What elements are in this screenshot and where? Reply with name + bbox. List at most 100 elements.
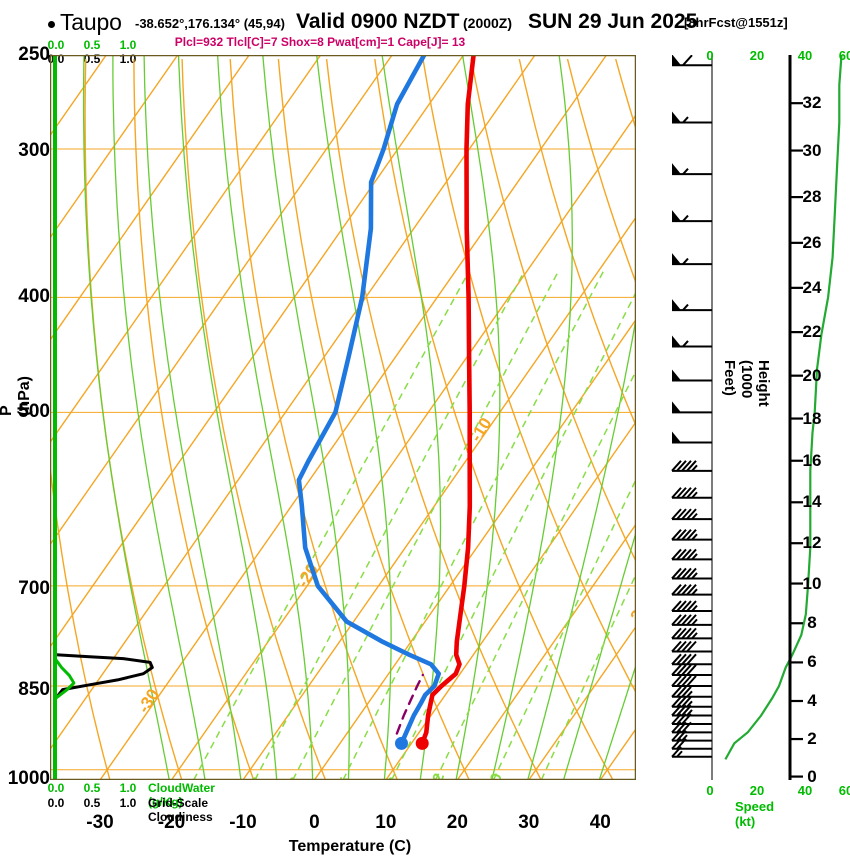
isotherm-label-30-right: 30	[627, 599, 636, 625]
height-tick-16: 16	[802, 450, 822, 470]
isotherm-0	[313, 318, 636, 780]
wind-barb	[671, 696, 712, 708]
valid-time-zulu: (2000Z)	[463, 15, 513, 31]
height-tick-24: 24	[802, 277, 822, 297]
wind-barb	[672, 299, 712, 312]
temperature-surface-marker	[415, 736, 429, 750]
height-tick-10: 10	[802, 573, 822, 593]
wind-barb	[672, 210, 712, 223]
temperature-tick-20: 20	[446, 812, 468, 833]
height-tick-22: 22	[802, 322, 822, 342]
pressure-tick-700: 700	[18, 578, 50, 599]
pressure-tick-1000: 1000	[7, 768, 50, 789]
moist-adiabat-25	[491, 55, 573, 780]
forecast-tag: [8hrFcst@1551z]	[684, 15, 788, 30]
profile-temperature	[419, 55, 476, 746]
temperature-tick--30: -30	[86, 812, 114, 833]
moist-adiabat--15	[112, 55, 206, 780]
wind-barb	[672, 335, 712, 348]
height-tick-4: 4	[807, 691, 817, 710]
pressure-axis-label: P (hPa)	[0, 376, 33, 416]
wind-barb	[672, 253, 712, 266]
isotherm--80	[50, 55, 250, 342]
temperature-tick-10: 10	[375, 812, 397, 833]
cloudiness-profile	[54, 653, 154, 699]
mixing-ratio-3	[292, 270, 560, 780]
profile-parcel	[395, 673, 424, 735]
isotherm--50	[50, 55, 465, 649]
temperature-tick--10: -10	[229, 812, 257, 833]
dry-adiabat-10	[229, 59, 399, 780]
sounding-parameters: Plcl=932 Tlcl[C]=7 Shox=8 Pwat[cm]=1 Cap…	[174, 35, 466, 49]
wind-barb	[671, 529, 712, 541]
valid-date: SUN 29 Jun 2025	[528, 10, 698, 33]
dry-adiabat-20	[277, 59, 470, 780]
wind-barb	[672, 401, 712, 414]
moist-adiabat-30	[527, 314, 636, 780]
wind-barb	[671, 686, 712, 698]
wind-barb	[671, 664, 712, 676]
wind-barb	[672, 111, 712, 124]
speed-top-tick-40: 40	[797, 48, 813, 63]
cloudwater-bottom-tick-0: 0.0	[47, 781, 65, 795]
wind-barb	[671, 746, 712, 758]
isotherm--90	[50, 55, 179, 240]
wind-barb	[671, 487, 712, 499]
figure-title: Taupo -38.652°,176.134° (45,94) Valid 09…	[0, 9, 850, 35]
dry-adiabat-30	[325, 59, 542, 780]
speed-bottom-tick-40: 40	[797, 783, 813, 798]
wind-barb	[671, 567, 712, 580]
height-axis	[770, 55, 850, 780]
mixing-ratio-label-20: 20	[484, 771, 505, 780]
mixing-ratio-label-2: 2	[248, 775, 267, 780]
pressure-tick-300: 300	[18, 140, 50, 161]
isotherm--20	[170, 113, 636, 780]
temperature-tick--20: -20	[157, 812, 186, 833]
wind-barb	[672, 54, 712, 67]
cloudwater-axis-label: CloudWater (g/Kg)	[148, 781, 215, 809]
wind-barb	[671, 583, 712, 596]
isotherm--10	[242, 216, 636, 780]
wind-barb	[671, 508, 712, 521]
mixing-ratio-label-8: 8	[384, 775, 403, 780]
speed-bottom-tick-0: 0	[706, 783, 714, 798]
cloudiness-bottom-tick-0: 0.0	[47, 796, 65, 810]
cloudwater-bottom-tick-2: 1.0	[119, 781, 137, 795]
moist-adiabat-0	[216, 55, 314, 780]
speed-bottom-tick-60: 60	[838, 783, 850, 798]
station-dot-icon	[48, 20, 55, 28]
dry-adiabat-80	[566, 58, 636, 285]
height-tick-0: 0	[807, 766, 817, 786]
dry-adiabat-70	[518, 58, 636, 428]
cloudwater-top-tick-2: 1.0	[119, 38, 137, 52]
height-tick-2: 2	[807, 729, 817, 749]
cloudwater-top-tick-1: 0.5	[83, 38, 101, 52]
isotherm--30	[99, 55, 608, 780]
speed-axis-label: Speed (kt)	[735, 799, 775, 829]
cloudiness-bottom-tick-2: 1.0	[119, 796, 137, 810]
station-coordinates: -38.652°,176.134° (45,94)	[135, 16, 285, 31]
pressure-axis: 250 300 400 500 700 850 1000 P (hPa)	[0, 0, 50, 860]
wind-barb	[671, 675, 712, 687]
speed-bottom-tick-20: 20	[749, 783, 765, 798]
mixing-ratio-30	[540, 572, 636, 780]
moist-adiabat-40	[598, 663, 636, 780]
cloudwater-profile	[54, 659, 76, 700]
dry-adiabat-60	[470, 58, 636, 563]
pressure-tick-250: 250	[18, 44, 50, 65]
wind-barb	[672, 163, 712, 176]
isotherm-label--30-left: -30	[134, 686, 163, 717]
pressure-tick-500: 500	[18, 401, 50, 422]
mixing-ratio-1	[193, 270, 470, 780]
wind-barb	[672, 369, 712, 382]
dry-adiabat-40	[374, 59, 614, 780]
mixing-ratio-12	[434, 369, 636, 780]
isotherm-30	[528, 625, 636, 780]
height-tick-28: 28	[802, 187, 822, 207]
mixing-ratio-5	[342, 270, 605, 780]
skewt-plot-area: 23581220100-10-20-300102030	[50, 55, 636, 780]
isotherm-20	[456, 523, 636, 780]
valid-time: Valid 0900 NZDT	[296, 10, 460, 33]
height-tick-30: 30	[802, 140, 822, 160]
isotherm--70	[50, 55, 322, 444]
